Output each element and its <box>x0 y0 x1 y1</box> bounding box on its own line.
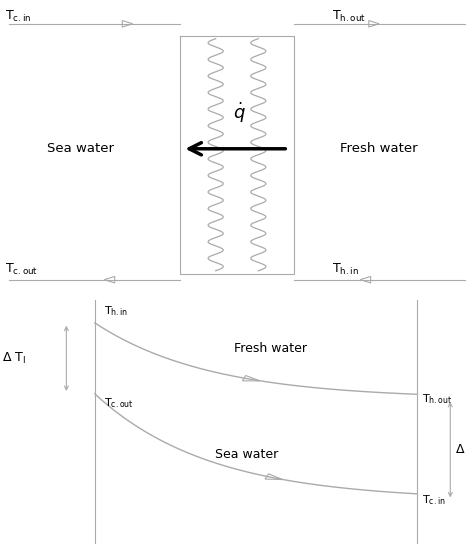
Text: T$_{\mathregular{h.out}}$: T$_{\mathregular{h.out}}$ <box>332 9 366 24</box>
Text: Sea water: Sea water <box>215 448 278 461</box>
Text: T$_{\mathregular{c.out}}$: T$_{\mathregular{c.out}}$ <box>104 396 134 410</box>
Text: T$_{\mathregular{c.in}}$: T$_{\mathregular{c.in}}$ <box>5 9 31 24</box>
Text: $\Delta$: $\Delta$ <box>455 443 465 456</box>
Text: Fresh water: Fresh water <box>234 342 307 355</box>
Text: T$_{\mathregular{h.in}}$: T$_{\mathregular{h.in}}$ <box>104 304 128 318</box>
Text: T$_{\mathregular{c.out}}$: T$_{\mathregular{c.out}}$ <box>5 262 38 277</box>
Text: $\Delta$ T$_{\mathregular{l}}$: $\Delta$ T$_{\mathregular{l}}$ <box>2 351 27 366</box>
Text: $\dot{q}$: $\dot{q}$ <box>233 101 246 125</box>
Text: T$_{\mathregular{h.out}}$: T$_{\mathregular{h.out}}$ <box>422 392 452 406</box>
Text: T$_{\mathregular{c.in}}$: T$_{\mathregular{c.in}}$ <box>422 493 446 507</box>
Text: Sea water: Sea water <box>47 142 114 155</box>
Text: Fresh water: Fresh water <box>340 142 418 155</box>
Text: T$_{\mathregular{h.in}}$: T$_{\mathregular{h.in}}$ <box>332 262 359 277</box>
